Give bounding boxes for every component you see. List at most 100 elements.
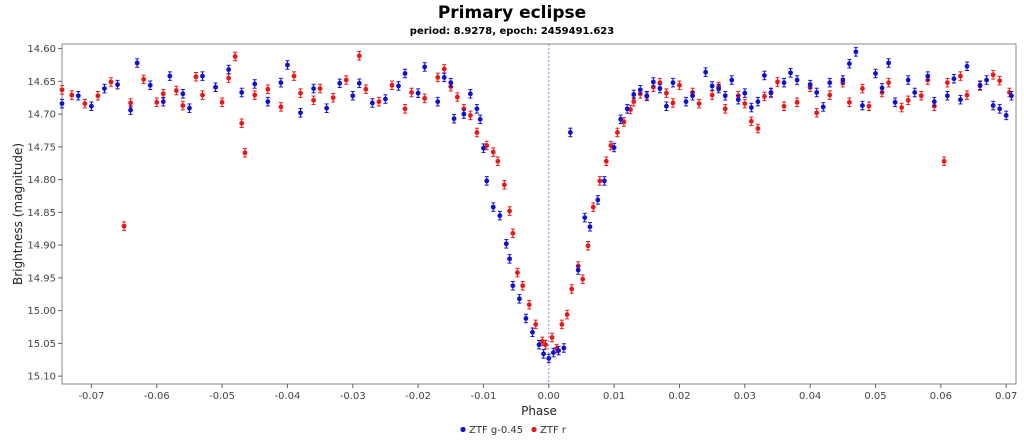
data-point [134,58,140,68]
data-point [608,140,614,151]
data-point [363,84,369,94]
data-point [265,96,271,107]
data-point [533,319,539,330]
data-point [722,104,728,114]
data-point [585,241,591,251]
data-point [644,90,650,101]
x-axis-label: Phase [521,404,557,418]
series-1 [59,51,1012,354]
data-point [369,98,375,108]
legend: ZTF g-0.45 ZTF r [460,425,567,436]
data-point [569,284,575,294]
data-point [501,180,507,190]
data-point [526,299,532,310]
data-point [536,339,542,350]
series-layer [59,47,1014,364]
data-point [997,75,1003,86]
y-tick-label: 14.80 [27,175,56,186]
data-point [631,89,637,100]
data-point [556,345,562,356]
data-point [415,88,421,98]
x-tick-label: -0.02 [405,391,431,402]
data-point [549,332,555,343]
data-point [484,176,490,186]
data-point [402,104,408,114]
data-point [990,100,996,111]
data-point [484,140,490,151]
data-point [454,92,460,102]
x-tick-label: 0.01 [603,391,625,402]
data-point [541,349,546,359]
data-point [435,72,441,83]
data-point [141,74,147,85]
data-point [905,75,911,85]
data-point [510,228,516,239]
data-point [807,79,813,90]
y-tick-label: 14.60 [27,44,56,55]
data-point [516,294,522,304]
data-point [742,98,748,109]
data-point [709,90,715,100]
data-point [317,83,323,94]
data-point [582,212,588,223]
data-point [899,102,905,113]
data-point [102,83,107,94]
data-point [330,92,336,103]
data-point [912,87,918,98]
data-point [997,104,1003,114]
y-axis-label: Brightness (magnitude) [11,143,25,285]
data-point [595,195,601,205]
data-point [762,70,767,81]
data-point [958,94,963,105]
data-point [624,104,630,114]
y-tick-label: 15.00 [27,306,56,317]
x-axis: -0.07 -0.06 -0.05 -0.04 -0.03 -0.02 -0.01 0.00 0… [78,384,1017,402]
data-point [389,80,395,91]
data-point [461,109,467,119]
data-point [298,108,303,118]
data-point [490,202,496,212]
data-point [467,89,473,99]
data-point [564,309,570,320]
data-point [827,90,833,100]
data-point [621,117,627,127]
data-point [748,116,754,127]
data-point [788,68,793,78]
legend-label: ZTF g-0.45 [469,425,523,436]
data-point [670,98,676,108]
x-tick-label: -0.07 [78,391,104,402]
data-point [265,84,271,94]
data-point [603,156,609,167]
data-point [298,88,303,98]
data-point [435,96,441,107]
data-point [242,147,248,158]
data-point [213,82,218,92]
data-point [567,127,573,138]
data-point [396,81,401,91]
data-point [383,94,388,104]
data-point [193,71,199,82]
data-point [546,353,552,364]
x-tick-label: -0.01 [471,391,497,402]
data-point [422,93,428,104]
data-point [226,64,232,75]
data-point [683,96,689,107]
data-point [324,103,330,113]
data-point [703,67,709,77]
x-tick-label: 0.04 [799,391,821,402]
data-point [886,58,891,68]
data-point [768,87,774,98]
data-point [729,75,735,85]
data-point [964,61,970,72]
data-point [311,83,316,94]
data-point [951,73,957,84]
data-point [291,71,297,81]
data-point [278,102,284,112]
plot-area [61,43,1017,385]
data-point [670,77,676,88]
data-point [873,68,878,79]
x-tick-label: 0.05 [864,391,886,402]
data-point [89,101,94,111]
data-point [441,72,447,83]
data-point [523,313,529,324]
